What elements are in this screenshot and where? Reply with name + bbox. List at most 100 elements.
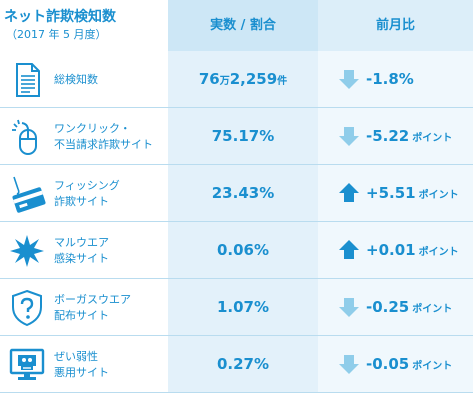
arrow-up-icon <box>339 183 359 202</box>
row-change: -0.05 ポイント <box>366 336 452 393</box>
row-value-number: 23.43% <box>211 184 275 202</box>
row-label-line2: 詐欺サイト <box>54 194 109 208</box>
row-value: 75.17% <box>168 108 318 165</box>
row-label-line1: ワンクリック・ <box>54 121 131 135</box>
table-title: ネット詐欺検知数 <box>4 9 116 25</box>
table-row: ボーガスウエア 配布サイト 1.07% -0.25 ポイント <box>0 279 473 336</box>
row-value-number-2: 2,259 <box>229 70 278 88</box>
row-label: ボーガスウエア 配布サイト <box>54 279 131 336</box>
row-label-line1: ボーガスウエア <box>54 292 131 306</box>
row-label-cell: 総検知数 <box>0 51 168 108</box>
row-value-number: 0.06% <box>216 241 270 259</box>
row-value-unit-1: 万 <box>219 76 230 87</box>
row-change-unit: ポイント <box>412 304 453 315</box>
mouse-click-icon <box>12 119 37 155</box>
row-change: -1.8% <box>366 51 417 108</box>
row-change-value: +0.01 <box>366 241 416 259</box>
row-divider <box>0 278 473 279</box>
row-change: -0.25 ポイント <box>366 279 452 336</box>
header-change-cell: 前月比 <box>318 0 473 51</box>
table-period: （2017 年 5 月度） <box>6 28 107 41</box>
row-change-value: -0.05 <box>366 355 410 373</box>
row-label-cell: ワンクリック・ 不当請求詐欺サイト <box>0 108 168 165</box>
malware-burst-icon <box>10 235 44 267</box>
row-divider <box>0 335 473 336</box>
row-label-cell: マルウエア 感染サイト <box>0 222 168 279</box>
question-shield-icon <box>12 289 42 327</box>
header-label-cell: ネット詐欺検知数 （2017 年 5 月度） <box>0 0 168 51</box>
table-row: ぜい弱性 悪用サイト 0.27% -0.05 ポイント <box>0 336 473 393</box>
row-label-cell: ボーガスウエア 配布サイト <box>0 279 168 336</box>
row-value-unit-2: 件 <box>277 76 288 87</box>
row-value-cell: 0.27% <box>168 336 318 393</box>
row-value: 0.27% <box>168 336 318 393</box>
change-column-header: 前月比 <box>375 18 415 33</box>
header-value-cell: 実数 / 割合 <box>168 0 318 51</box>
row-value: 23.43% <box>168 165 318 222</box>
row-value-cell: 76万2,259件 <box>168 51 318 108</box>
row-value-number: 76 <box>198 70 220 88</box>
row-divider <box>0 107 473 108</box>
table-row: ワンクリック・ 不当請求詐欺サイト 75.17% -5.22 ポイント <box>0 108 473 165</box>
row-label-line1: マルウエア <box>54 235 109 249</box>
arrow-down-icon <box>339 355 359 374</box>
row-label-cell: ぜい弱性 悪用サイト <box>0 336 168 393</box>
row-label-line1: フィッシング <box>54 178 120 192</box>
row-value-cell: 1.07% <box>168 279 318 336</box>
row-label-line1: 総検知数 <box>54 72 98 86</box>
row-label: ワンクリック・ 不当請求詐欺サイト <box>54 108 153 165</box>
row-value-cell: 23.43% <box>168 165 318 222</box>
row-value-number: 1.07% <box>216 298 270 316</box>
row-value: 76万2,259件 <box>168 51 318 108</box>
row-value-number: 0.27% <box>216 355 270 373</box>
arrow-down-icon <box>339 127 359 146</box>
arrow-up-icon <box>339 240 359 259</box>
row-change-cell: -1.8% <box>318 51 473 108</box>
row-change: -5.22 ポイント <box>366 108 452 165</box>
row-label-line2: 悪用サイト <box>54 365 109 379</box>
table-row: 総検知数 76万2,259件 -1.8% <box>0 51 473 108</box>
row-change-cell: -5.22 ポイント <box>318 108 473 165</box>
row-change: +0.01 ポイント <box>366 222 459 279</box>
row-value-number: 75.17% <box>211 127 275 145</box>
row-change-value: +5.51 <box>366 184 416 202</box>
row-divider <box>0 221 473 222</box>
table-header: ネット詐欺検知数 （2017 年 5 月度） 実数 / 割合 前月比 <box>0 0 473 51</box>
row-value-cell: 75.17% <box>168 108 318 165</box>
row-divider <box>0 164 473 165</box>
row-change-cell: +0.01 ポイント <box>318 222 473 279</box>
row-change-unit: ポイント <box>418 247 459 258</box>
row-label: マルウエア 感染サイト <box>54 222 109 279</box>
row-label-line2: 配布サイト <box>54 308 109 322</box>
row-change-unit: ポイント <box>418 190 459 201</box>
arrow-down-icon <box>339 70 359 89</box>
row-change-cell: -0.25 ポイント <box>318 279 473 336</box>
row-value-cell: 0.06% <box>168 222 318 279</box>
row-divider <box>0 392 473 393</box>
arrow-down-icon <box>339 298 359 317</box>
row-change-unit: ポイント <box>412 361 453 372</box>
row-label-line2: 不当請求詐欺サイト <box>54 137 153 151</box>
row-change-unit: ポイント <box>412 133 453 144</box>
row-change-value: -5.22 <box>366 127 410 145</box>
row-change-cell: -0.05 ポイント <box>318 336 473 393</box>
row-label-line1: ぜい弱性 <box>54 349 98 363</box>
table-row: マルウエア 感染サイト 0.06% +0.01 ポイント <box>0 222 473 279</box>
row-value: 1.07% <box>168 279 318 336</box>
row-label: フィッシング 詐欺サイト <box>54 165 120 222</box>
value-column-header: 実数 / 割合 <box>210 18 276 33</box>
row-value: 0.06% <box>168 222 318 279</box>
row-change-value: -1.8% <box>366 70 414 88</box>
table-row: フィッシング 詐欺サイト 23.43% +5.51 ポイント <box>0 165 473 222</box>
row-label-line2: 感染サイト <box>54 251 109 265</box>
row-label: 総検知数 <box>54 51 98 108</box>
row-change-value: -0.25 <box>366 298 410 316</box>
row-change-cell: +5.51 ポイント <box>318 165 473 222</box>
row-change: +5.51 ポイント <box>366 165 459 222</box>
document-icon <box>16 63 40 97</box>
fishing-card-icon <box>12 176 46 213</box>
row-label: ぜい弱性 悪用サイト <box>54 336 109 393</box>
vulnerable-monitor-icon <box>9 348 45 380</box>
row-label-cell: フィッシング 詐欺サイト <box>0 165 168 222</box>
